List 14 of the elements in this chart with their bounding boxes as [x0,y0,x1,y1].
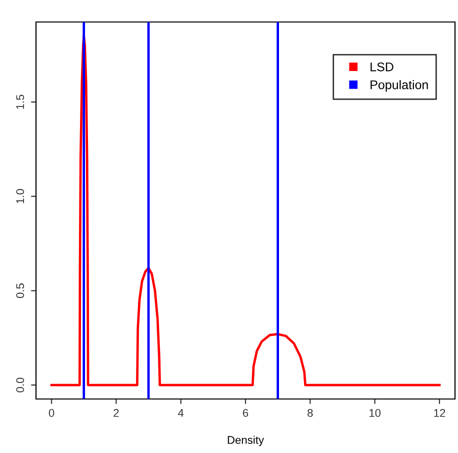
legend-label: LSD [370,62,394,72]
y-tick-label: 0.0 [16,378,24,392]
x-tick-label: 8 [308,409,313,417]
x-tick-label: 2 [114,409,119,417]
x-axis-title: Density [228,436,264,446]
x-tick-label: 0 [48,409,54,417]
y-tick-label: 0.5 [16,283,24,298]
y-tick-label: 1.5 [16,94,24,109]
x-tick-label: 4 [178,409,184,417]
x-tick-label: 6 [242,409,248,417]
x-tick-label: 10 [369,409,381,417]
x-tick-label: 12 [434,409,446,417]
y-tick-label: 1.0 [16,189,24,204]
legend-label: Population [370,80,428,92]
